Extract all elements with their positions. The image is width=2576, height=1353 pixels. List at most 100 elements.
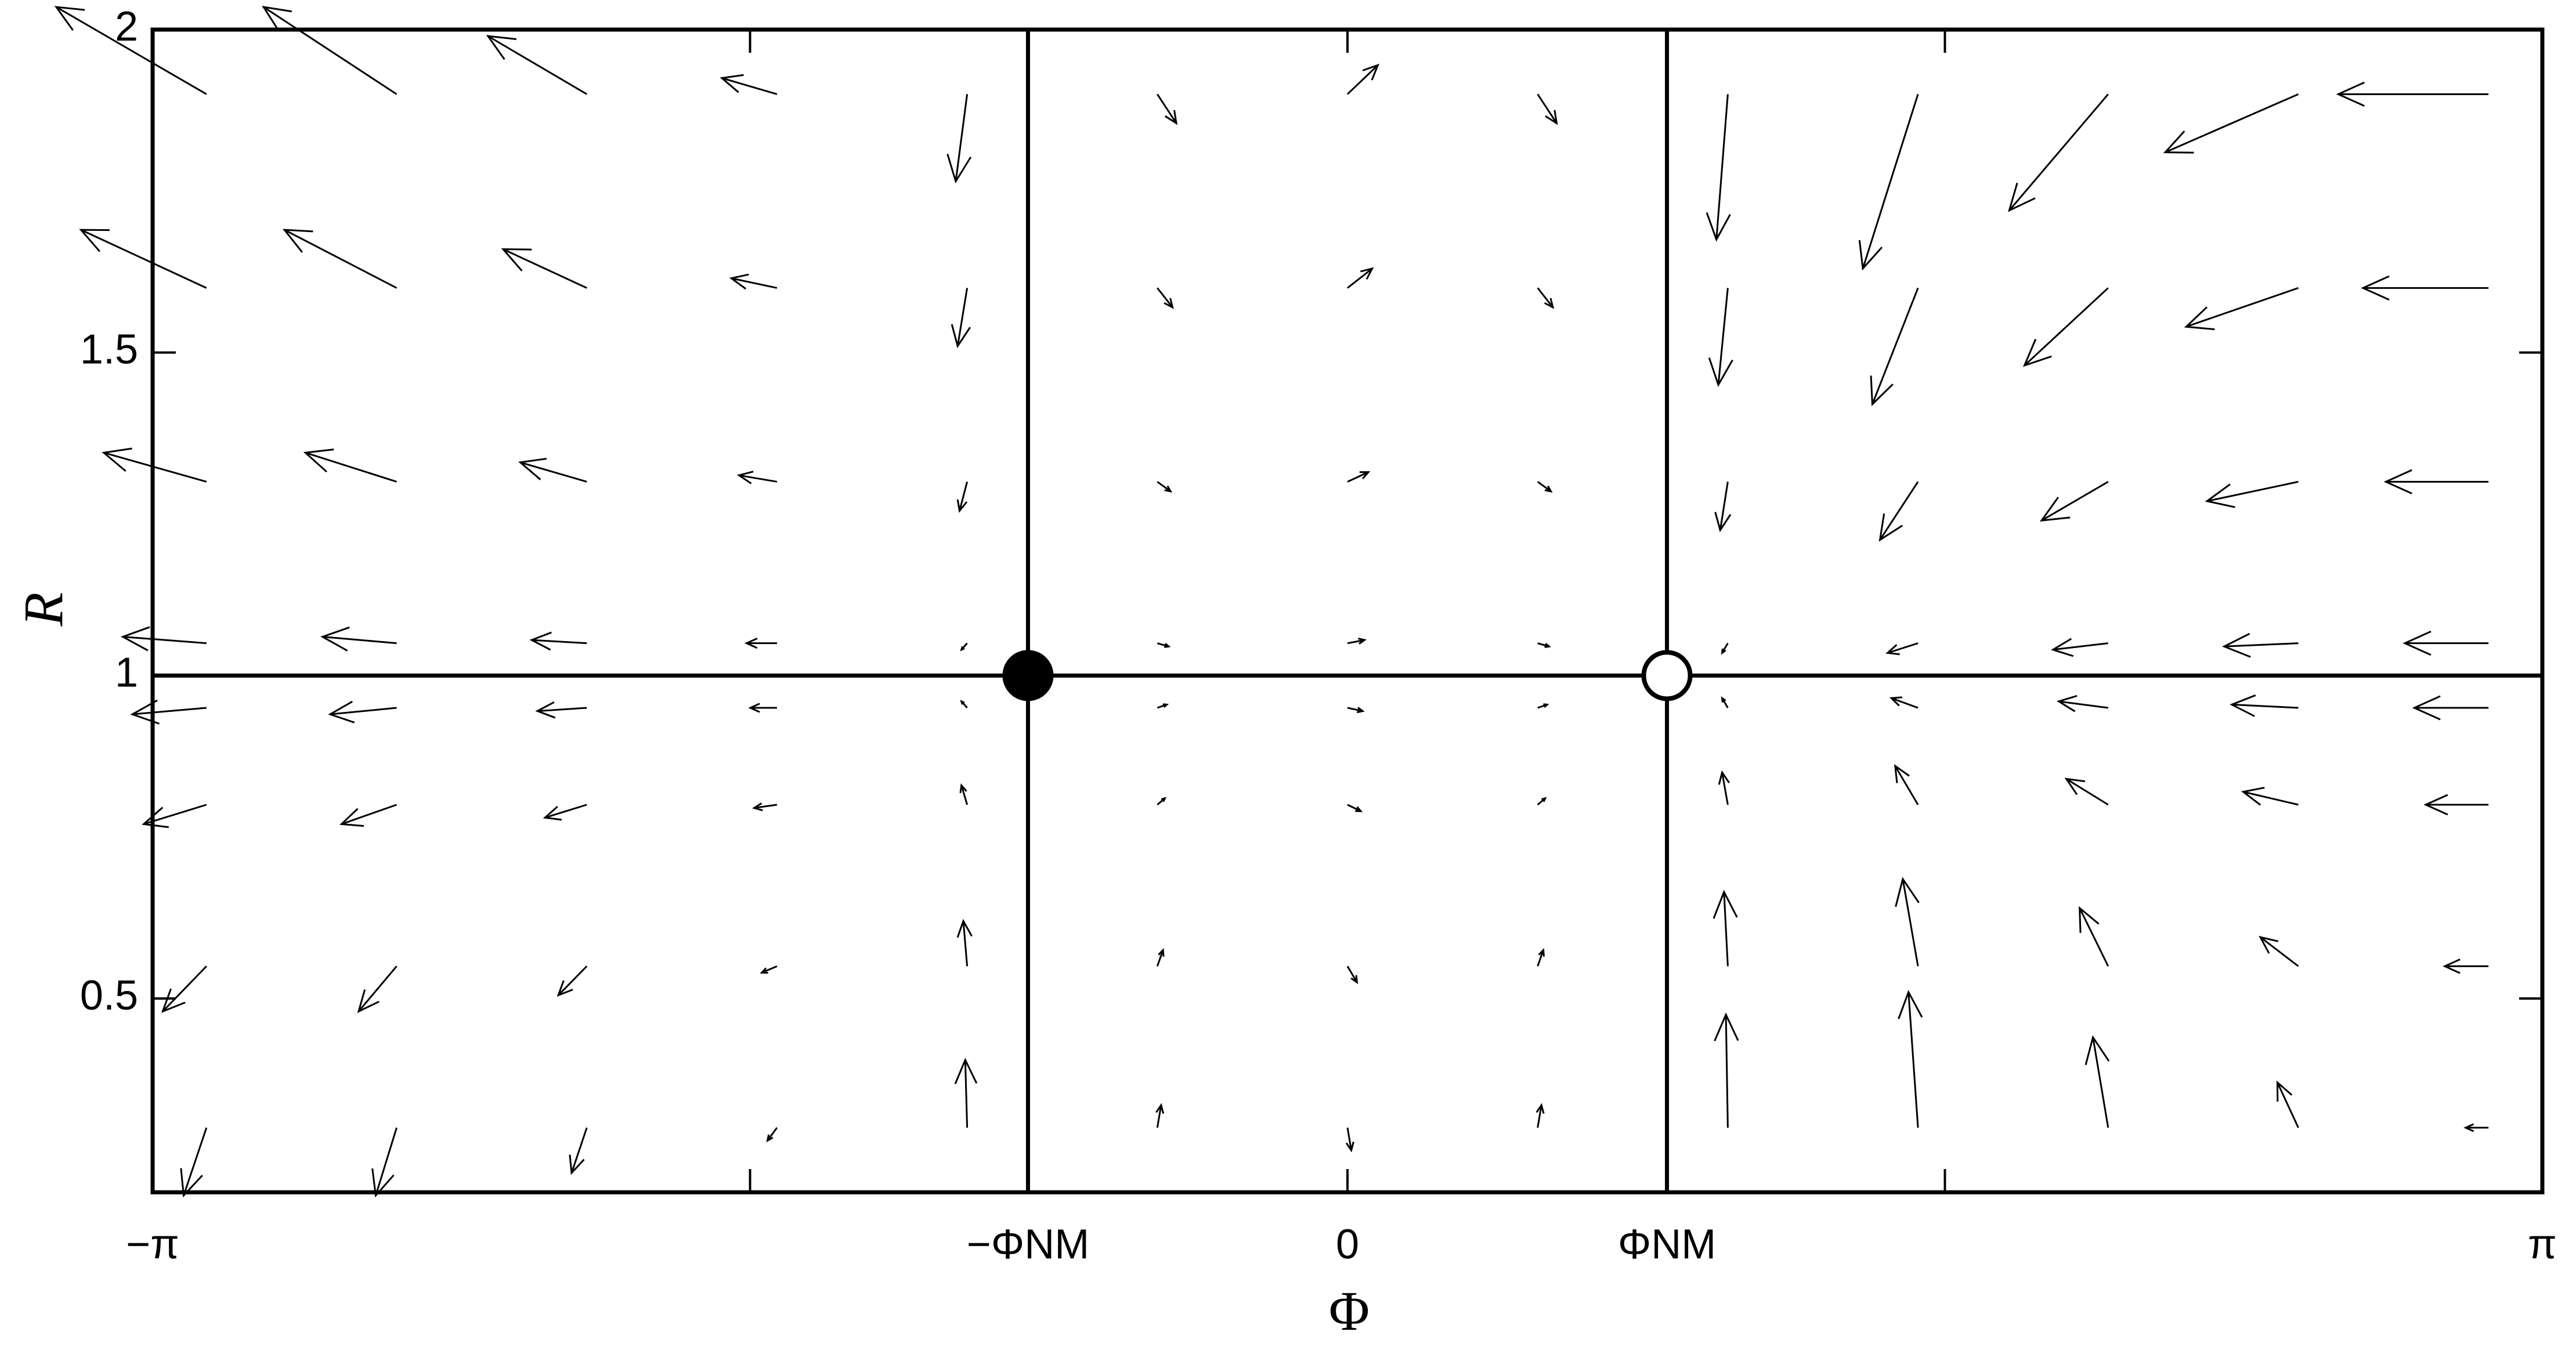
arrow	[748, 703, 777, 713]
arrow	[1157, 287, 1174, 309]
arrow	[946, 94, 972, 184]
arrow	[1714, 1012, 1739, 1128]
arrow	[1537, 703, 1549, 709]
arrow	[339, 804, 398, 827]
arrow	[2079, 906, 2109, 967]
arrow	[1712, 889, 1738, 967]
arrow	[1895, 877, 1920, 967]
arrow	[1347, 267, 1374, 289]
arrow	[1706, 94, 1731, 242]
arrow	[1894, 764, 1919, 805]
arrow	[529, 631, 587, 651]
arrow	[1537, 948, 1545, 967]
arrow	[1537, 797, 1547, 806]
arrow	[102, 447, 207, 483]
arrow	[2205, 480, 2299, 508]
arrow	[320, 626, 397, 652]
arrow	[569, 1127, 588, 1175]
arrow	[1858, 93, 1919, 271]
arrow	[79, 229, 207, 289]
y-tick-label: 1.5	[80, 327, 138, 373]
arrow	[1537, 481, 1553, 493]
arrow	[2230, 694, 2299, 717]
arrow	[2163, 93, 2299, 154]
arrow	[282, 229, 398, 289]
arrow	[1721, 642, 1729, 655]
arrow	[1345, 1127, 1354, 1153]
arrow	[1157, 703, 1169, 709]
arrow	[760, 965, 778, 974]
arrow	[1537, 287, 1555, 309]
y-axis-label: R	[12, 592, 74, 627]
arrow	[2412, 695, 2489, 721]
arrow	[959, 783, 969, 805]
arrow	[766, 1127, 778, 1142]
y-tick-label: 1	[115, 649, 138, 696]
fixed-point	[1002, 650, 1054, 701]
arrow	[518, 458, 587, 483]
arrow	[2383, 469, 2489, 494]
arrow	[736, 471, 778, 484]
arrow	[2336, 81, 2489, 107]
arrow	[960, 700, 968, 708]
arrow	[120, 626, 207, 652]
arrow	[752, 802, 778, 812]
arrow	[2463, 1123, 2489, 1133]
plot-frame	[150, 27, 2545, 1195]
y-tick-label: 0.5	[80, 972, 138, 1019]
arrow	[956, 918, 973, 967]
arrow	[2039, 481, 2109, 522]
arrow	[1157, 93, 1178, 125]
x-axis-label: Φ	[1329, 1280, 1370, 1342]
x-tick-label: 0	[1336, 1221, 1359, 1268]
arrow	[2008, 93, 2109, 212]
arrow	[557, 965, 588, 997]
arrow	[1708, 288, 1733, 387]
arrow	[2022, 287, 2109, 367]
arrow	[357, 965, 398, 1014]
arrow	[2064, 777, 2109, 806]
y-tick-label: 2	[115, 3, 138, 50]
arrow	[535, 701, 587, 719]
arrow	[1346, 965, 1359, 985]
arrow	[2084, 1035, 2110, 1128]
arrow	[1537, 642, 1551, 648]
arrow	[1346, 63, 1380, 95]
arrow	[954, 1058, 978, 1128]
arrow	[1878, 481, 1919, 542]
arrow	[1870, 287, 1919, 407]
arrow	[744, 638, 777, 649]
arrow	[303, 448, 397, 483]
arrow	[1157, 481, 1173, 493]
arrow	[2361, 275, 2489, 301]
x-tick-label: −π	[126, 1221, 179, 1268]
arrow	[1347, 637, 1367, 645]
arrow	[1718, 770, 1730, 805]
arrow	[501, 248, 587, 289]
arrow	[1347, 707, 1365, 714]
arrow	[328, 700, 397, 723]
arrow	[2184, 287, 2299, 331]
arrow	[2402, 631, 2489, 656]
arrow	[54, 6, 207, 95]
arrow	[1157, 797, 1167, 806]
arrow	[956, 481, 969, 513]
arrow	[2051, 638, 2108, 657]
arrow	[161, 965, 207, 1013]
arrow	[1885, 642, 1919, 656]
arrow	[2056, 694, 2108, 712]
arrow	[262, 6, 398, 95]
arrow	[2276, 1080, 2299, 1128]
fixed-point	[1641, 650, 1693, 701]
x-tick-label: ΦNM	[1618, 1221, 1716, 1268]
x-tick-label: −ΦNM	[967, 1221, 1089, 1268]
arrow	[2443, 958, 2489, 974]
arrow	[1721, 696, 1729, 708]
arrow	[951, 288, 971, 349]
arrow	[2423, 794, 2489, 816]
arrow	[1155, 1103, 1165, 1128]
arrow	[543, 804, 587, 821]
arrow	[130, 699, 207, 725]
arrow	[1347, 804, 1363, 812]
